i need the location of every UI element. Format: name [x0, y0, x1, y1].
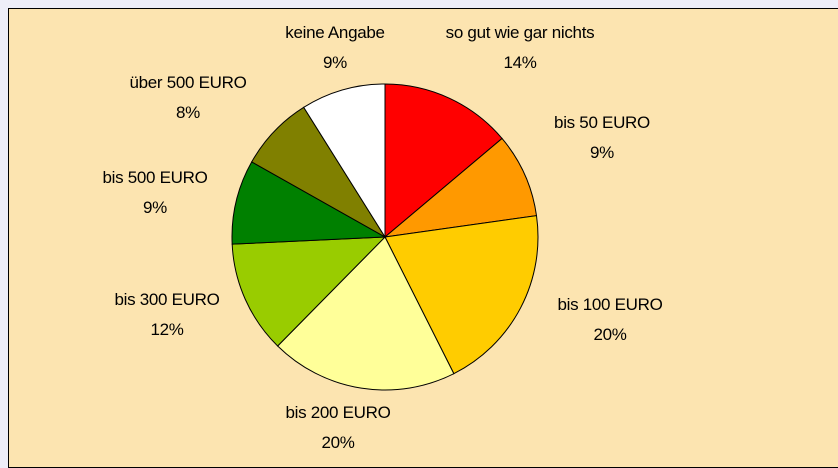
- category-label: keine Angabe: [285, 23, 385, 42]
- category-label: bis 300 EURO: [114, 290, 220, 309]
- value-label: 8%: [176, 103, 200, 122]
- slice-label: so gut wie gar nichts 14%: [445, 18, 595, 78]
- pie-slice: [384, 215, 539, 375]
- value-label: 9%: [590, 143, 614, 162]
- value-label: 9%: [143, 198, 167, 217]
- pie-slice: [231, 236, 387, 347]
- category-label: so gut wie gar nichts: [445, 23, 595, 42]
- slice-label: bis 100 EURO 20%: [530, 290, 690, 350]
- pie-slice: [231, 161, 387, 245]
- value-label: 14%: [503, 53, 537, 72]
- slice-label: über 500 EURO 8%: [98, 68, 278, 128]
- value-label: 20%: [321, 433, 355, 452]
- slice-label: bis 300 EURO 12%: [87, 285, 247, 345]
- slice-label: bis 500 EURO 9%: [75, 163, 235, 223]
- slice-label: bis 200 EURO 20%: [258, 398, 418, 458]
- pie-slice: [383, 137, 538, 238]
- pie-slice: [303, 83, 386, 239]
- slice-label: bis 50 EURO 9%: [522, 108, 682, 168]
- value-label: 12%: [150, 320, 184, 339]
- category-label: bis 100 EURO: [557, 295, 663, 314]
- value-label: 9%: [323, 53, 347, 72]
- slice-label: keine Angabe 9%: [255, 18, 415, 78]
- category-label: bis 200 EURO: [285, 403, 391, 422]
- category-label: bis 50 EURO: [554, 113, 650, 132]
- pie-slice: [276, 236, 455, 391]
- value-label: 20%: [593, 325, 627, 344]
- category-label: bis 500 EURO: [102, 168, 208, 187]
- category-label: über 500 EURO: [129, 73, 247, 92]
- pie-slice: [384, 83, 503, 239]
